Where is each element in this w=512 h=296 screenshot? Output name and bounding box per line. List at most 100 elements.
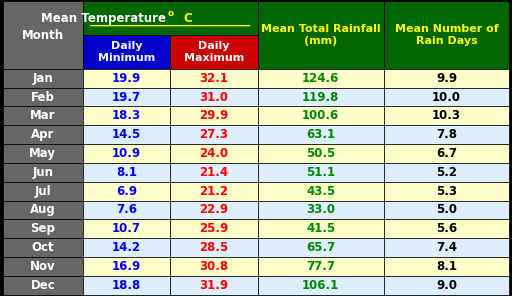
Bar <box>3 200 83 219</box>
Text: 8.1: 8.1 <box>116 166 137 179</box>
Text: 25.9: 25.9 <box>200 222 229 235</box>
Bar <box>383 69 509 88</box>
Text: Mean Temperature: Mean Temperature <box>41 12 170 25</box>
Bar <box>170 144 258 163</box>
Bar <box>170 219 258 238</box>
Bar <box>383 276 509 295</box>
Bar <box>258 1 383 69</box>
Text: 5.3: 5.3 <box>436 185 457 198</box>
Bar <box>258 200 383 219</box>
Bar <box>170 88 258 107</box>
Text: 7.6: 7.6 <box>116 203 137 216</box>
Text: 31.0: 31.0 <box>200 91 228 104</box>
Text: Jun: Jun <box>32 166 53 179</box>
Bar <box>258 144 383 163</box>
Bar <box>383 238 509 257</box>
Text: Month: Month <box>22 29 64 42</box>
Text: 5.6: 5.6 <box>436 222 457 235</box>
Text: 21.2: 21.2 <box>200 185 228 198</box>
Bar <box>170 107 258 125</box>
Text: Apr: Apr <box>31 128 54 141</box>
Text: 6.9: 6.9 <box>116 185 137 198</box>
Bar <box>170 276 258 295</box>
Bar <box>170 238 258 257</box>
Text: 50.5: 50.5 <box>306 147 335 160</box>
Bar <box>83 1 258 35</box>
Bar <box>83 200 170 219</box>
Bar <box>3 219 83 238</box>
Bar <box>383 219 509 238</box>
Bar <box>83 125 170 144</box>
Text: 21.4: 21.4 <box>200 166 229 179</box>
Text: May: May <box>29 147 56 160</box>
Text: 41.5: 41.5 <box>306 222 335 235</box>
Text: 77.7: 77.7 <box>306 260 335 273</box>
Bar <box>170 69 258 88</box>
Text: 19.7: 19.7 <box>112 91 141 104</box>
Bar <box>170 35 258 69</box>
Text: 6.7: 6.7 <box>436 147 457 160</box>
Text: 5.0: 5.0 <box>436 203 457 216</box>
Text: 27.3: 27.3 <box>200 128 228 141</box>
Bar <box>83 69 170 88</box>
Bar <box>258 219 383 238</box>
Bar <box>170 182 258 200</box>
Text: Oct: Oct <box>31 241 54 254</box>
Bar <box>3 88 83 107</box>
Bar <box>258 163 383 182</box>
Text: 119.8: 119.8 <box>302 91 339 104</box>
Text: Aug: Aug <box>30 203 56 216</box>
Text: 7.4: 7.4 <box>436 241 457 254</box>
Text: 9.0: 9.0 <box>436 279 457 292</box>
Text: 18.8: 18.8 <box>112 279 141 292</box>
Text: 7.8: 7.8 <box>436 128 457 141</box>
Text: 100.6: 100.6 <box>302 110 339 122</box>
Bar <box>3 182 83 200</box>
Bar <box>83 144 170 163</box>
Bar <box>170 200 258 219</box>
Text: Sep: Sep <box>30 222 55 235</box>
Bar <box>83 238 170 257</box>
Text: 106.1: 106.1 <box>302 279 339 292</box>
Bar <box>3 144 83 163</box>
Bar <box>383 107 509 125</box>
Bar <box>170 163 258 182</box>
Text: Mean Number of
Rain Days: Mean Number of Rain Days <box>395 24 498 46</box>
Bar <box>3 163 83 182</box>
Text: 9.9: 9.9 <box>436 72 457 85</box>
Text: 30.8: 30.8 <box>200 260 229 273</box>
Bar <box>3 125 83 144</box>
Bar <box>3 276 83 295</box>
Bar <box>83 107 170 125</box>
Text: Mar: Mar <box>30 110 56 122</box>
Bar <box>383 1 509 69</box>
Text: 32.1: 32.1 <box>200 72 228 85</box>
Bar <box>258 238 383 257</box>
Bar <box>258 88 383 107</box>
Bar <box>258 257 383 276</box>
Bar <box>170 125 258 144</box>
Text: 124.6: 124.6 <box>302 72 339 85</box>
Text: Jan: Jan <box>32 72 53 85</box>
Text: Dec: Dec <box>30 279 55 292</box>
Text: Daily
Maximum: Daily Maximum <box>184 41 244 63</box>
Bar <box>83 88 170 107</box>
Text: 33.0: 33.0 <box>306 203 335 216</box>
Bar <box>83 35 170 69</box>
Bar <box>3 1 83 69</box>
Text: Daily
Minimum: Daily Minimum <box>98 41 155 63</box>
Text: Mean Total Rainfall
(mm): Mean Total Rainfall (mm) <box>261 24 380 46</box>
Bar <box>383 200 509 219</box>
Text: 65.7: 65.7 <box>306 241 335 254</box>
Bar <box>83 219 170 238</box>
Text: 28.5: 28.5 <box>200 241 229 254</box>
Text: 19.9: 19.9 <box>112 72 141 85</box>
Bar <box>3 107 83 125</box>
Text: 8.1: 8.1 <box>436 260 457 273</box>
Bar <box>83 257 170 276</box>
Text: Feb: Feb <box>31 91 55 104</box>
Bar <box>258 107 383 125</box>
Bar <box>83 182 170 200</box>
Text: 18.3: 18.3 <box>112 110 141 122</box>
Bar <box>83 276 170 295</box>
